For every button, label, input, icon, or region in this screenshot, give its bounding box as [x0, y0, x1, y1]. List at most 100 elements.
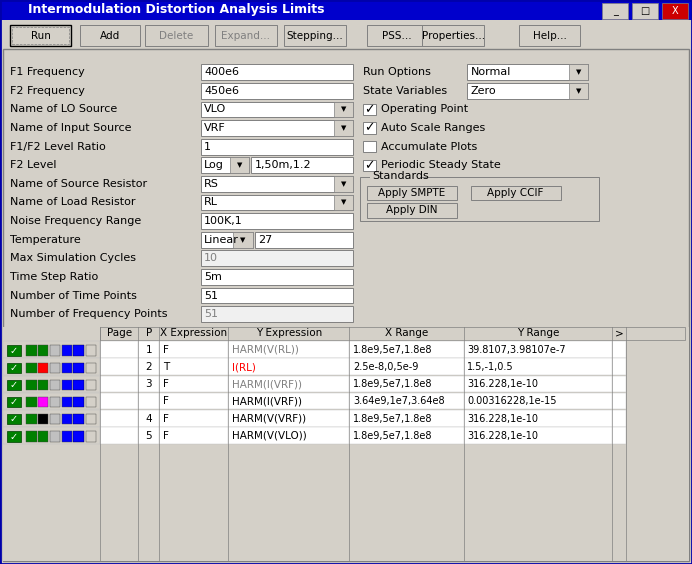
Text: Linear: Linear	[204, 235, 239, 245]
FancyBboxPatch shape	[100, 341, 626, 358]
FancyBboxPatch shape	[367, 25, 428, 46]
Text: Apply SMPTE: Apply SMPTE	[378, 188, 446, 198]
FancyBboxPatch shape	[26, 397, 37, 407]
Text: Number of Time Points: Number of Time Points	[10, 290, 137, 301]
Text: 5: 5	[145, 431, 152, 441]
Text: ✓: ✓	[364, 158, 375, 172]
FancyBboxPatch shape	[334, 120, 353, 136]
FancyBboxPatch shape	[100, 428, 626, 444]
FancyBboxPatch shape	[7, 431, 21, 442]
Text: >: >	[615, 328, 623, 338]
Text: Apply CCIF: Apply CCIF	[487, 188, 544, 198]
Text: Properties...: Properties...	[421, 30, 485, 41]
Text: Number of Frequency Points: Number of Frequency Points	[10, 309, 168, 319]
Text: Run: Run	[31, 30, 51, 41]
Text: ▼: ▼	[340, 181, 346, 187]
Text: Zero: Zero	[471, 86, 496, 96]
FancyBboxPatch shape	[467, 83, 588, 99]
Text: 0.00316228,1e-15: 0.00316228,1e-15	[467, 396, 556, 407]
Text: 4: 4	[145, 413, 152, 424]
Text: Expand...: Expand...	[221, 30, 270, 41]
FancyBboxPatch shape	[7, 345, 21, 355]
FancyBboxPatch shape	[62, 380, 72, 390]
Text: 10: 10	[204, 253, 218, 263]
FancyBboxPatch shape	[38, 397, 48, 407]
Text: 1.8e9,5e7,1.8e8: 1.8e9,5e7,1.8e8	[353, 413, 432, 424]
FancyBboxPatch shape	[422, 25, 484, 46]
Text: 450e6: 450e6	[204, 86, 239, 96]
Text: Log: Log	[204, 160, 224, 170]
FancyBboxPatch shape	[73, 414, 84, 424]
Text: HARM(I(VRF)): HARM(I(VRF))	[232, 379, 302, 389]
Text: ✓: ✓	[10, 346, 18, 355]
Text: Delete: Delete	[159, 30, 194, 41]
Text: 1.5,-1,0.5: 1.5,-1,0.5	[467, 362, 513, 372]
FancyBboxPatch shape	[334, 102, 353, 117]
FancyBboxPatch shape	[230, 157, 249, 173]
FancyBboxPatch shape	[255, 232, 353, 248]
Text: 1.8e9,5e7,1.8e8: 1.8e9,5e7,1.8e8	[353, 345, 432, 355]
FancyBboxPatch shape	[363, 160, 376, 171]
FancyBboxPatch shape	[201, 250, 353, 266]
Text: ✓: ✓	[10, 397, 18, 407]
Text: Run Options: Run Options	[363, 67, 431, 77]
FancyBboxPatch shape	[50, 363, 60, 373]
FancyBboxPatch shape	[569, 83, 588, 99]
FancyBboxPatch shape	[73, 431, 84, 442]
Text: Max Simulation Cycles: Max Simulation Cycles	[10, 253, 136, 263]
Text: Y Expression: Y Expression	[256, 328, 322, 338]
FancyBboxPatch shape	[367, 203, 457, 218]
FancyBboxPatch shape	[73, 380, 84, 390]
FancyBboxPatch shape	[251, 157, 353, 173]
Text: Noise Frequency Range: Noise Frequency Range	[10, 216, 142, 226]
FancyBboxPatch shape	[10, 25, 71, 46]
Text: ✓: ✓	[10, 415, 18, 424]
FancyBboxPatch shape	[26, 345, 37, 355]
Text: Add: Add	[100, 30, 120, 41]
FancyBboxPatch shape	[86, 431, 96, 442]
FancyBboxPatch shape	[100, 327, 685, 340]
Text: 2: 2	[145, 362, 152, 372]
Text: F: F	[163, 379, 168, 389]
FancyBboxPatch shape	[73, 363, 84, 373]
Text: VRF: VRF	[204, 123, 226, 133]
Text: □: □	[640, 6, 650, 16]
FancyBboxPatch shape	[86, 414, 96, 424]
Text: 5m: 5m	[204, 272, 222, 282]
Text: HARM(I(VRF)): HARM(I(VRF))	[232, 396, 302, 407]
FancyBboxPatch shape	[201, 195, 353, 210]
FancyBboxPatch shape	[62, 414, 72, 424]
FancyBboxPatch shape	[3, 428, 100, 444]
Text: HARM(V(VRF)): HARM(V(VRF))	[232, 413, 306, 424]
Text: 51: 51	[204, 309, 218, 319]
FancyBboxPatch shape	[201, 102, 353, 117]
FancyBboxPatch shape	[38, 431, 48, 442]
FancyBboxPatch shape	[3, 49, 689, 561]
Text: Time Step Ratio: Time Step Ratio	[10, 272, 99, 282]
Text: 3.64e9,1e7,3.64e8: 3.64e9,1e7,3.64e8	[353, 396, 444, 407]
FancyBboxPatch shape	[7, 397, 21, 407]
FancyBboxPatch shape	[86, 345, 96, 355]
Text: ✓: ✓	[364, 103, 375, 116]
Text: _: _	[612, 6, 618, 16]
Text: 3: 3	[145, 379, 152, 389]
FancyBboxPatch shape	[367, 186, 457, 200]
FancyBboxPatch shape	[0, 20, 692, 49]
FancyBboxPatch shape	[38, 345, 48, 355]
FancyBboxPatch shape	[38, 414, 48, 424]
FancyBboxPatch shape	[201, 120, 353, 136]
Text: Operating Point: Operating Point	[381, 104, 468, 114]
Text: F: F	[163, 396, 168, 407]
Text: F: F	[163, 413, 168, 424]
FancyBboxPatch shape	[50, 431, 60, 442]
FancyBboxPatch shape	[26, 431, 37, 442]
FancyBboxPatch shape	[3, 341, 100, 358]
FancyBboxPatch shape	[86, 380, 96, 390]
FancyBboxPatch shape	[26, 363, 37, 373]
FancyBboxPatch shape	[363, 122, 376, 134]
FancyBboxPatch shape	[62, 363, 72, 373]
Text: ▼: ▼	[340, 200, 346, 205]
FancyBboxPatch shape	[26, 414, 37, 424]
FancyBboxPatch shape	[3, 410, 100, 426]
FancyBboxPatch shape	[73, 397, 84, 407]
